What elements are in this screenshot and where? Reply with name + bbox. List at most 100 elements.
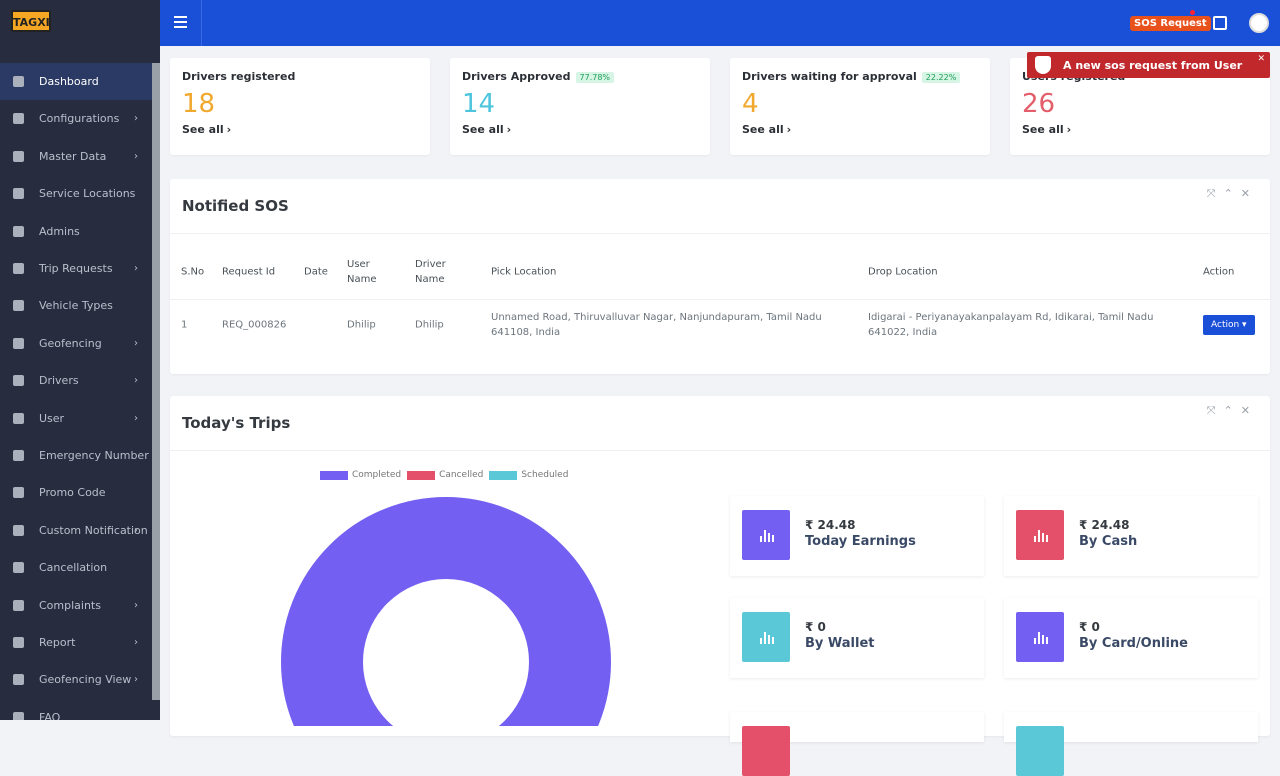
bar-icon (760, 632, 774, 644)
column-header: Pick Location (491, 266, 557, 278)
stat-value: 26 (1022, 89, 1056, 119)
scrollbar[interactable] (152, 63, 160, 700)
language-icon[interactable] (1213, 16, 1227, 30)
panel-title: Notified SOS (182, 197, 289, 215)
nav-icon (13, 188, 24, 200)
nav-icon (13, 674, 24, 686)
divider (170, 450, 1270, 451)
action-button[interactable]: Action ▾ (1203, 315, 1255, 335)
nav-item[interactable]: Report › (0, 624, 152, 661)
chevron: › (134, 599, 138, 611)
legend-label: Completed (352, 470, 402, 480)
nav-item[interactable]: Trip Requests › (0, 250, 152, 287)
legend-item[interactable]: Cancelled (407, 470, 483, 480)
shield-icon (1035, 56, 1051, 74)
chevron: › (134, 150, 138, 162)
nav-icon (13, 599, 24, 611)
nav-icon (13, 450, 24, 461)
legend-label: Scheduled (521, 470, 569, 480)
amount: ₹ 24.48 (1079, 518, 1130, 532)
column-header: User Name (347, 259, 377, 285)
legend-swatch (320, 470, 348, 480)
card-icon (742, 510, 790, 560)
stat-card: ₹ 0 By Card/Online (1004, 598, 1258, 678)
see-all-link[interactable]: See all › (742, 123, 978, 136)
amount: ₹ 0 (1079, 620, 1100, 634)
nav-item[interactable]: FAQ (0, 699, 152, 720)
chevron: › (134, 263, 138, 274)
sos-button[interactable]: SOS Request (1130, 16, 1211, 31)
panel-tools[interactable]: ⤧⌃✕ (1206, 404, 1258, 417)
brand-logo[interactable]: TAGXI (11, 10, 51, 32)
see-all-link[interactable]: See all › (182, 123, 418, 136)
stat-card (730, 712, 984, 776)
amount: ₹ 0 (805, 620, 826, 634)
see-all-link[interactable]: See all › (1022, 123, 1258, 136)
chevron: › (134, 337, 138, 349)
chevron: › (786, 123, 792, 136)
nav-label: Geofencing (39, 336, 102, 350)
topbar (160, 0, 1280, 46)
panel-tools[interactable]: ⤧⌃✕ (1206, 187, 1258, 200)
nav-icon (13, 76, 24, 87)
legend-swatch (489, 470, 518, 480)
link-text: See all (462, 123, 504, 136)
nav-item[interactable]: Configurations › (0, 100, 152, 137)
badge: 22.22% (921, 72, 961, 83)
chevron: › (134, 674, 138, 686)
toast[interactable]: A new sos request from User ✕ (1027, 52, 1270, 78)
nav-item[interactable]: Geofencing › (0, 325, 152, 362)
stat-label: Drivers waiting for approval 22.22% (742, 70, 978, 83)
chevron: › (134, 412, 138, 424)
link-text: See all (182, 123, 224, 136)
toast-close[interactable]: ✕ (1257, 54, 1265, 64)
nav-item[interactable]: Dashboard (0, 63, 152, 100)
nav-icon (13, 150, 24, 162)
stat-label: Drivers Approved 77.78% (462, 70, 698, 83)
nav-item[interactable]: Master Data › (0, 138, 152, 175)
panel-title: Today's Trips (182, 414, 291, 432)
legend-item[interactable]: Scheduled (489, 470, 568, 480)
card-icon (1016, 612, 1064, 662)
nav-item[interactable]: Service Locations (0, 175, 152, 212)
bar-icon (1034, 632, 1048, 644)
donut-ring (281, 497, 611, 726)
see-all-link[interactable]: See all › (462, 123, 698, 136)
stat-card: Drivers waiting for approval 22.22% 4 See a… (730, 58, 990, 155)
nav-label: Vehicle Types (39, 299, 113, 313)
column-header: Drop Location (868, 266, 938, 278)
column-header: S.No (181, 266, 205, 278)
nav-icon (13, 300, 24, 312)
nav-icon (13, 113, 24, 125)
nav-item[interactable]: Promo Code (0, 474, 152, 511)
nav-label: Complaints (39, 598, 101, 612)
card-icon (1016, 510, 1064, 560)
chevron: › (506, 123, 512, 136)
legend-item[interactable]: Completed (320, 470, 401, 480)
nav-item[interactable]: Emergency Number (0, 437, 152, 474)
table-cell: 1 (181, 319, 188, 331)
nav-label: Emergency Number (39, 449, 149, 462)
nav-item[interactable]: Vehicle Types (0, 287, 152, 324)
nav-label: Dashboard (39, 75, 99, 88)
bar-icon (760, 530, 774, 542)
avatar[interactable] (1249, 13, 1269, 33)
toast-text: A new sos request from User (1063, 58, 1243, 72)
card-label: By Cash (1079, 534, 1138, 549)
nav-label: Admins (39, 224, 80, 238)
stat-card (1004, 712, 1258, 776)
menu-toggle[interactable] (174, 16, 187, 18)
nav-icon (13, 412, 24, 424)
nav-item[interactable]: Admins (0, 213, 152, 250)
nav-label: Custom Notification (39, 523, 148, 537)
nav-icon (13, 263, 24, 274)
nav-item[interactable]: Geofencing View › (0, 661, 152, 698)
nav-item[interactable]: Cancellation (0, 549, 152, 586)
nav-item[interactable]: Drivers › (0, 362, 152, 399)
nav-item[interactable]: Custom Notification › (0, 512, 152, 549)
nav-label: Configurations (39, 112, 120, 126)
nav-item[interactable]: User › (0, 400, 152, 437)
nav-item[interactable]: Complaints › (0, 587, 152, 624)
legend-label: Cancelled (439, 470, 484, 480)
nav-label: Trip Requests (39, 262, 113, 275)
